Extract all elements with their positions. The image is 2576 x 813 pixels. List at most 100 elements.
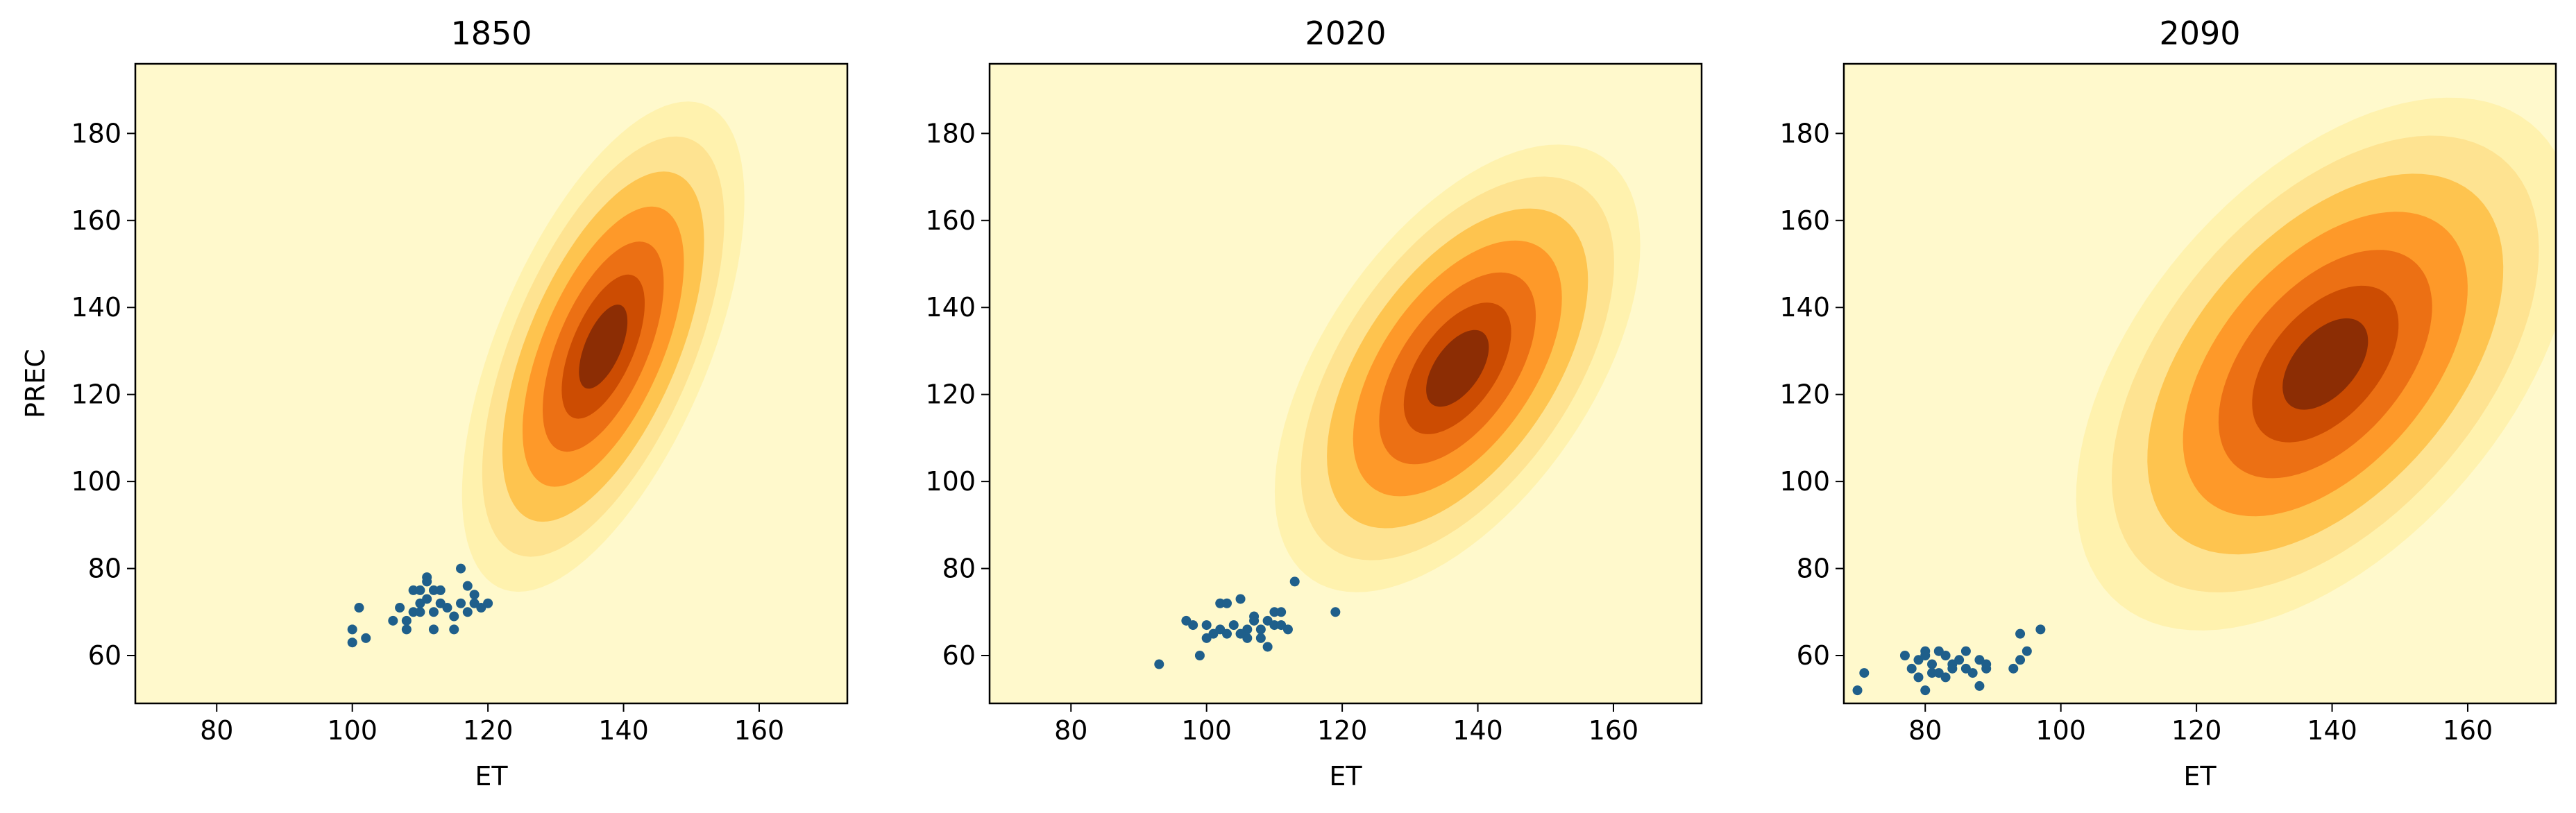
x-tick-label: 140 [598, 715, 649, 746]
plot-frame [988, 62, 1703, 705]
x-axis: 80 100 120 140 160 [1908, 703, 2493, 746]
data-point [422, 594, 432, 604]
y-axis: 60 80 100 120 140 160 180 [925, 118, 990, 671]
scatter-points [347, 563, 493, 648]
x-tick-label: 160 [1588, 715, 1639, 746]
y-tick-label: 80 [1797, 554, 1830, 584]
data-point [462, 581, 473, 591]
data-point [1188, 620, 1198, 631]
x-axis: 80 100 120 140 160 [1054, 703, 1638, 746]
density-contours [2076, 97, 2556, 631]
data-point [401, 615, 412, 626]
y-tick-label: 120 [71, 379, 121, 410]
data-point [449, 611, 459, 622]
data-point [422, 576, 432, 587]
y-tick-label: 160 [925, 205, 976, 236]
data-point [2022, 646, 2032, 656]
data-point [2015, 655, 2026, 665]
data-point [1974, 681, 1985, 691]
x-tick-label: 80 [1908, 715, 1942, 746]
y-tick-label: 80 [942, 554, 976, 584]
data-point [1235, 628, 1246, 639]
x-tick-label: 100 [2035, 715, 2086, 746]
x-axis: 80 100 120 140 160 [200, 703, 784, 746]
x-tick-label: 100 [327, 715, 378, 746]
data-point [1276, 607, 1287, 617]
y-tick-label: 120 [925, 379, 976, 410]
x-tick-label: 140 [2307, 715, 2357, 746]
data-point [428, 585, 439, 595]
data-point [2015, 628, 2026, 639]
data-point [456, 563, 466, 574]
x-axis-label: ET [1329, 761, 1362, 791]
data-point [388, 615, 398, 626]
data-point [1913, 672, 1924, 683]
y-tick-label: 100 [925, 466, 976, 497]
data-point [2035, 624, 2046, 635]
scatter-points [1852, 624, 2046, 696]
data-point [415, 585, 425, 595]
data-point [462, 607, 473, 617]
y-tick-label: 160 [1779, 205, 1830, 236]
data-point [1255, 624, 1266, 635]
data-point [347, 637, 357, 648]
data-point [428, 624, 439, 635]
data-point [1852, 685, 1863, 696]
y-tick-label: 120 [1779, 379, 1830, 410]
data-point [1940, 651, 1951, 661]
y-tick-label: 180 [71, 118, 121, 148]
data-point [395, 603, 405, 613]
y-tick-label: 180 [1779, 118, 1830, 148]
data-point [1899, 651, 1910, 661]
data-point [1222, 628, 1232, 639]
data-point [1255, 633, 1266, 643]
y-tick-label: 140 [925, 292, 976, 323]
data-point [442, 603, 452, 613]
data-point [1289, 576, 1300, 587]
x-tick-label: 120 [463, 715, 514, 746]
data-point [415, 607, 425, 617]
panel-2090: 2090 80 100 120 140 160 6080100120140160180 … [1779, 15, 2557, 791]
plot-frame [1842, 62, 2557, 705]
data-point [1960, 646, 1971, 656]
data-point [1194, 651, 1205, 661]
y-axis: 60 80 100 120 140 160 180 [1779, 118, 1844, 671]
density-contours [461, 101, 745, 592]
data-point [1235, 594, 1246, 604]
data-point [1154, 659, 1164, 669]
data-point [428, 607, 439, 617]
data-point [1222, 598, 1232, 608]
data-point [456, 598, 466, 608]
y-tick-label: 140 [71, 292, 121, 323]
data-point [1927, 659, 1938, 669]
y-tick-label: 180 [925, 118, 976, 148]
density-level-7 [1426, 330, 1489, 407]
x-axis-label: ET [475, 761, 508, 791]
y-tick-label: 100 [71, 466, 121, 497]
data-point [361, 633, 371, 643]
data-point [1940, 672, 1951, 683]
plot-frame [134, 62, 849, 705]
density-level-7 [579, 305, 628, 389]
y-tick-label: 60 [942, 640, 976, 671]
data-point [1859, 668, 1870, 678]
data-point [1330, 607, 1341, 617]
data-point [483, 598, 493, 608]
y-tick-label: 60 [1797, 640, 1830, 671]
y-tick-label: 80 [88, 554, 121, 584]
x-axis-label: ET [2183, 761, 2217, 791]
data-point [347, 624, 357, 635]
data-point [1269, 607, 1280, 617]
data-point [435, 585, 446, 595]
data-point [1215, 598, 1226, 608]
data-point [469, 590, 480, 600]
scatter-points [1154, 576, 1341, 669]
data-point [1927, 668, 1938, 678]
data-point [1201, 620, 1212, 631]
data-point [408, 585, 418, 595]
density-contours [1274, 144, 1641, 592]
data-point [1262, 642, 1273, 652]
x-tick-label: 100 [1181, 715, 1232, 746]
data-point [1249, 611, 1260, 622]
